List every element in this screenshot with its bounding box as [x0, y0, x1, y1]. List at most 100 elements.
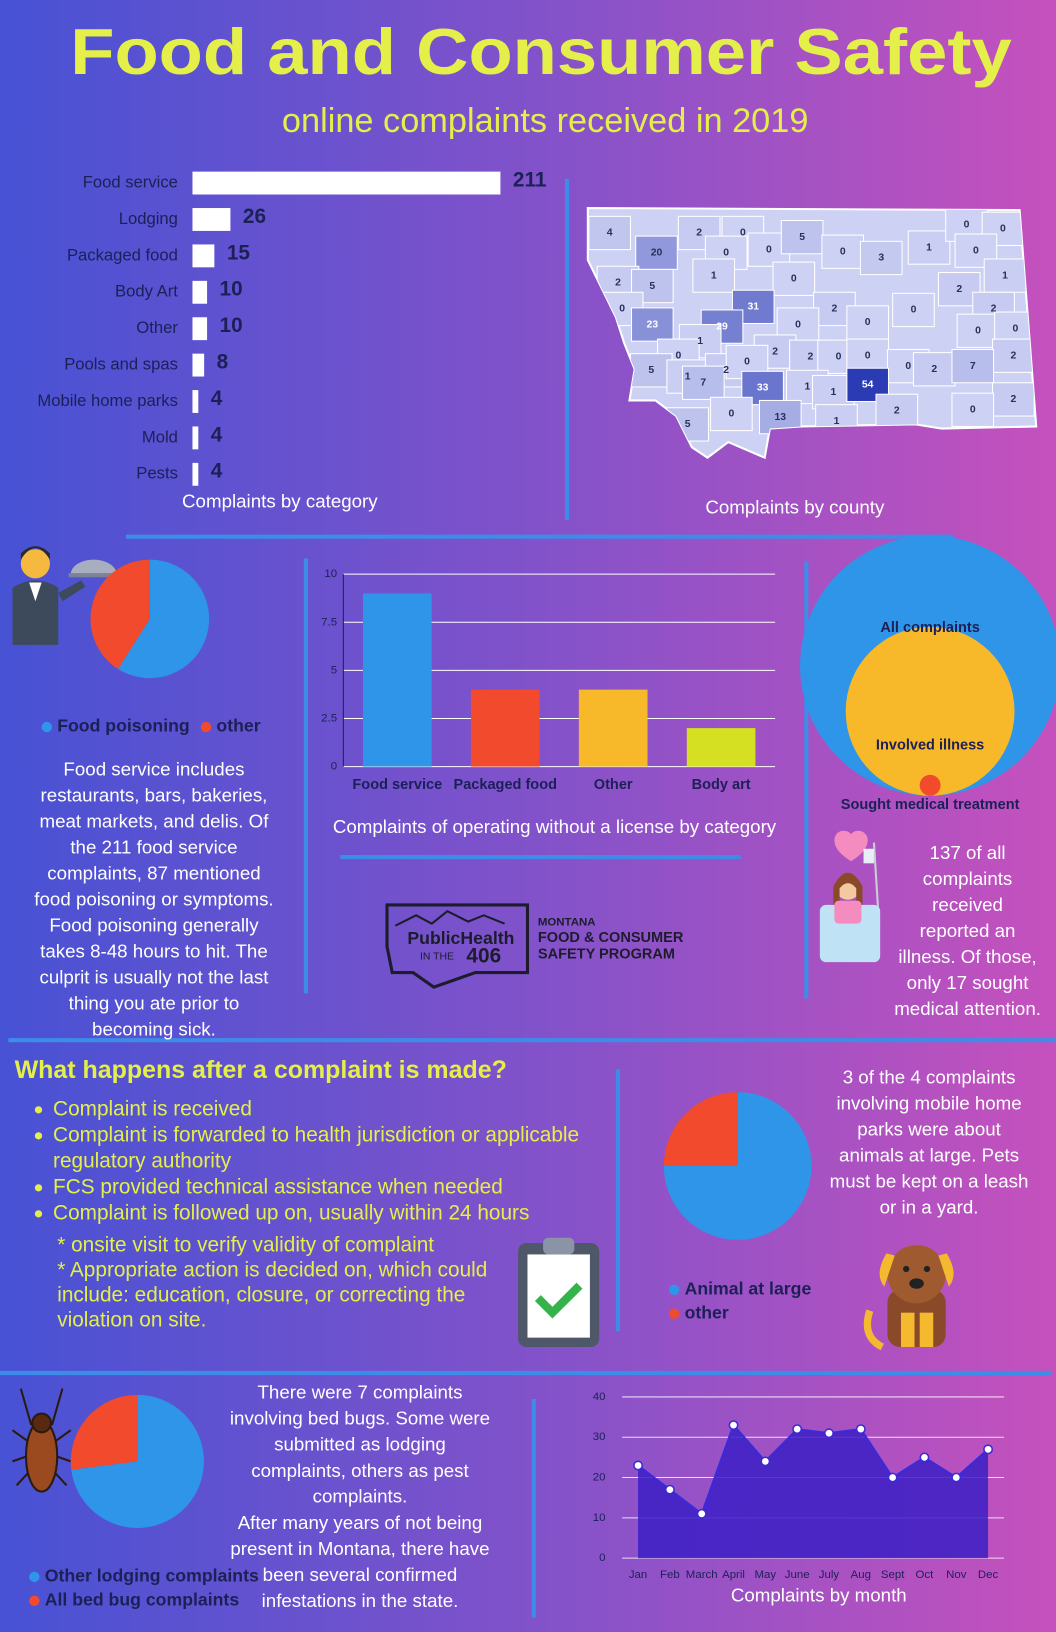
county-value: 0 — [1000, 224, 1006, 235]
legend-label: Animal at large — [685, 1278, 812, 1298]
county-value: 0 — [740, 228, 746, 239]
county-value: 0 — [911, 305, 917, 316]
point — [664, 1484, 675, 1495]
clipboard-icon — [518, 1237, 600, 1347]
step: Complaint is received — [53, 1097, 252, 1120]
county — [907, 230, 951, 265]
bar — [192, 171, 501, 195]
pie-slice — [70, 1394, 138, 1470]
county-value: 0 — [675, 350, 681, 361]
county-value: 0 — [729, 409, 735, 420]
text-line: received — [932, 894, 1003, 915]
category-label: Other — [136, 318, 178, 337]
point — [951, 1472, 962, 1483]
legend-label: Other lodging complaints — [45, 1566, 259, 1586]
legend-swatch — [200, 721, 212, 733]
text-line: illness. Of those, — [898, 946, 1036, 967]
bar — [578, 689, 648, 767]
text-line: meat markets, and delis. Of — [40, 811, 270, 832]
county-map — [588, 208, 1037, 442]
value-label: 10 — [220, 278, 243, 301]
county-value: 0 — [1013, 323, 1019, 334]
logo-name: PublicHealth — [407, 928, 514, 948]
bar — [192, 280, 208, 304]
point — [824, 1428, 834, 1439]
county-value: 54 — [862, 380, 874, 391]
value-label: 8 — [217, 351, 229, 374]
bullet — [34, 1106, 43, 1114]
county-value: 0 — [905, 361, 911, 372]
county — [912, 352, 956, 387]
county — [956, 313, 1000, 348]
county-value: 2 — [956, 284, 962, 295]
x-tick-label: Dec — [978, 1569, 999, 1581]
county — [992, 382, 1035, 417]
county-value: 0 — [975, 326, 981, 337]
text-line: or in a yard. — [880, 1197, 979, 1218]
text-line: complaints. — [313, 1486, 408, 1507]
county-value: 5 — [649, 281, 655, 292]
x-tick-label: June — [785, 1569, 810, 1581]
county-value: 0 — [973, 245, 979, 256]
county-value: 13 — [775, 412, 787, 423]
value-label: 211 — [513, 168, 547, 191]
text-line: animals at large. Pets — [839, 1145, 1019, 1166]
bubble-label: All complaints — [880, 620, 979, 636]
county — [780, 219, 824, 255]
y-tick-label: 20 — [593, 1472, 606, 1484]
text-line: There were 7 complaints — [257, 1382, 462, 1403]
text-line: violation on site. — [57, 1308, 206, 1331]
county-value: 5 — [685, 419, 691, 430]
county-value: 29 — [716, 321, 728, 332]
county-value: 0 — [836, 352, 842, 363]
text-line: 137 of all — [930, 842, 1006, 863]
county-value: 2 — [894, 406, 900, 417]
value-label: 4 — [211, 387, 223, 410]
x-tick-label: April — [722, 1569, 745, 1581]
x-tick-label: July — [819, 1569, 840, 1581]
bar — [470, 689, 540, 767]
county-value: 2 — [1010, 350, 1016, 361]
bar — [362, 593, 432, 767]
text-line: After many years of not being — [238, 1512, 483, 1533]
county — [588, 215, 631, 251]
value-label: 4 — [211, 423, 223, 446]
point — [983, 1444, 994, 1455]
step: regulatory authority — [53, 1149, 232, 1172]
county-value: 2 — [723, 365, 729, 376]
county-value: 2 — [832, 304, 838, 315]
step: FCS provided technical assistance when n… — [53, 1175, 503, 1198]
y-tick-label: 2.5 — [321, 713, 337, 725]
step: Complaint is followed up on, usually wit… — [53, 1201, 529, 1224]
legend-swatch — [41, 721, 53, 733]
text-line: complaints — [923, 868, 1012, 889]
text-line: complaints, 87 mentioned — [47, 863, 260, 884]
county-value: 0 — [619, 304, 625, 315]
line — [637, 1423, 989, 1516]
county — [692, 258, 736, 293]
county-value: 0 — [744, 357, 750, 368]
text-line: present in Montana, there have — [230, 1538, 489, 1559]
text-line: takes 8-48 hours to hit. The — [40, 941, 268, 962]
county-value: 2 — [615, 278, 621, 289]
logo-in-the: IN THE — [420, 952, 454, 963]
county-value: 0 — [865, 350, 871, 361]
county-value: 0 — [964, 219, 970, 230]
patient-icon — [819, 830, 881, 963]
county-value: 7 — [970, 361, 976, 372]
bar — [192, 426, 199, 450]
point — [855, 1424, 866, 1435]
logo-number: 406 — [466, 944, 501, 967]
bubble-label: Sought medical treatment — [841, 797, 1020, 813]
pie-slice — [90, 559, 150, 669]
chart-caption: Complaints of operating without a licens… — [333, 816, 777, 837]
x-tick-label: March — [686, 1569, 718, 1581]
county-value: 0 — [723, 248, 729, 259]
y-tick-label: 10 — [324, 568, 337, 580]
x-tick-label: Packaged food — [453, 777, 556, 793]
county — [630, 268, 674, 304]
bubble — [919, 774, 941, 796]
county — [892, 292, 935, 328]
category-label: Food service — [83, 172, 178, 191]
value-label: 4 — [211, 460, 223, 483]
